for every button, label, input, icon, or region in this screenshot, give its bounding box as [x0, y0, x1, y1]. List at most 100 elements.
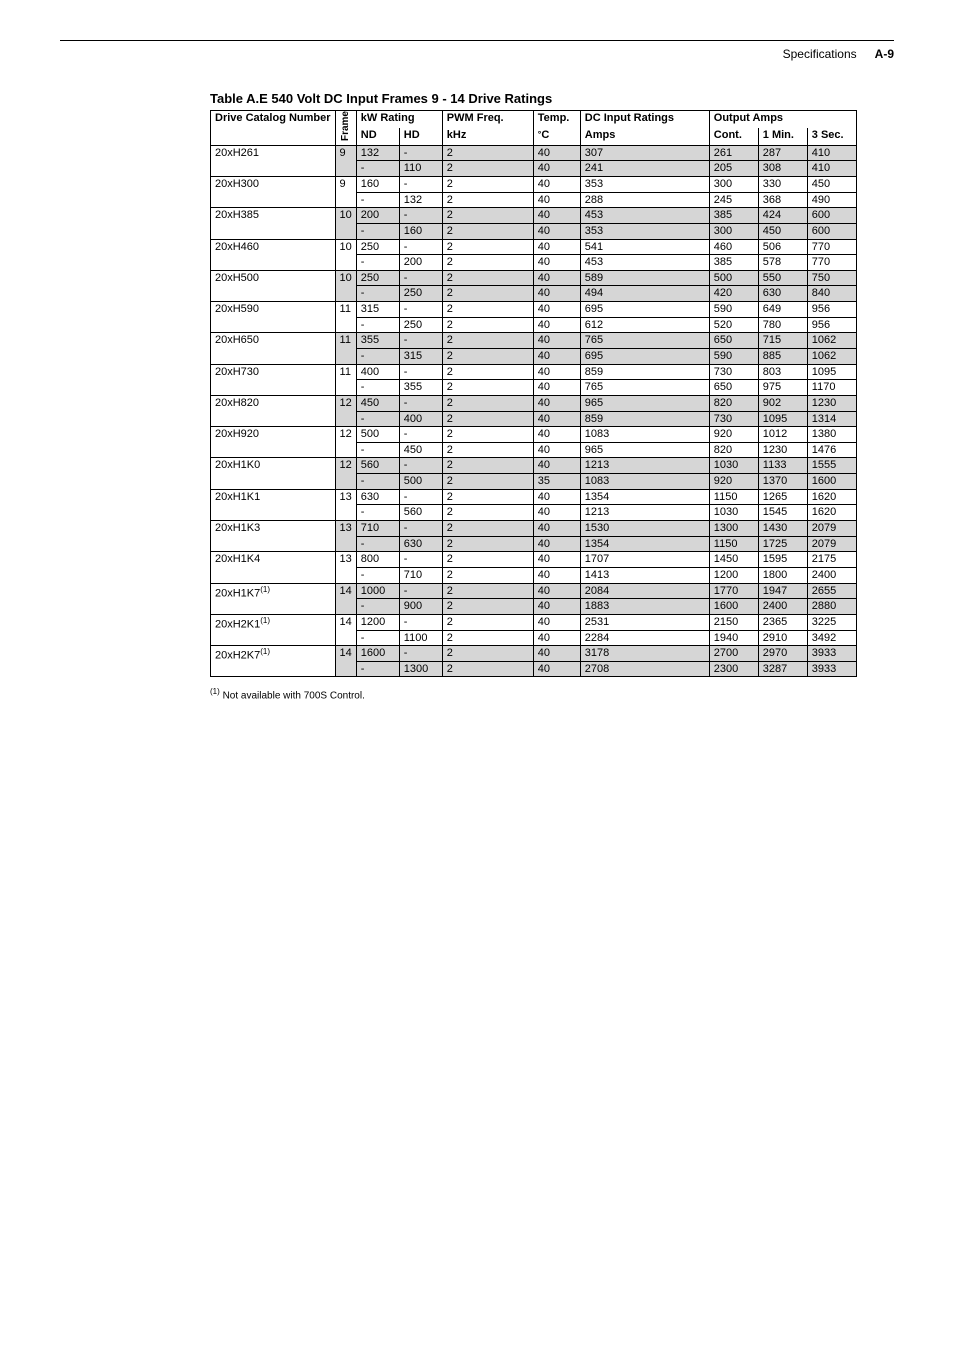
cell-amps: 2708 [580, 661, 709, 677]
cell-nd: - [356, 380, 399, 396]
cell-1min: 1545 [758, 505, 807, 521]
ratings-table: Drive Catalog Number Frame kW Rating PWM… [210, 110, 857, 677]
cell-catalog: 20xH300 [211, 176, 336, 207]
cell-frame: 14 [335, 614, 356, 645]
cell-nd: 132 [356, 145, 399, 161]
cell-amps: 695 [580, 302, 709, 318]
cell-frame: 13 [335, 489, 356, 520]
cell-1min: 450 [758, 223, 807, 239]
cell-cont: 730 [709, 364, 758, 380]
cell-3sec: 2880 [807, 599, 856, 615]
cell-khz: 2 [442, 348, 533, 364]
cell-amps: 241 [580, 161, 709, 177]
cell-1min: 1133 [758, 458, 807, 474]
cell-3sec: 1095 [807, 364, 856, 380]
cell-khz: 2 [442, 395, 533, 411]
cell-temp: 40 [533, 646, 580, 662]
cell-nd: 200 [356, 208, 399, 224]
cell-catalog: 20xH1K0 [211, 458, 336, 489]
cell-1min: 287 [758, 145, 807, 161]
table-row: 20xH1K012560-2401213103011331555 [211, 458, 857, 474]
table-row: 20xH82012450-2409658209021230 [211, 395, 857, 411]
cell-khz: 2 [442, 302, 533, 318]
cell-3sec: 750 [807, 270, 856, 286]
cell-hd: - [399, 302, 442, 318]
cell-hd: 110 [399, 161, 442, 177]
cell-khz: 2 [442, 442, 533, 458]
cell-1min: 368 [758, 192, 807, 208]
cell-frame: 11 [335, 333, 356, 364]
cell-catalog: 20xH730 [211, 364, 336, 395]
cell-1min: 1230 [758, 442, 807, 458]
cell-nd: - [356, 474, 399, 490]
cell-amps: 965 [580, 395, 709, 411]
cell-frame: 10 [335, 239, 356, 270]
cell-3sec: 1620 [807, 489, 856, 505]
cell-cont: 920 [709, 427, 758, 443]
cell-cont: 1770 [709, 583, 758, 599]
cell-nd: - [356, 661, 399, 677]
cell-cont: 300 [709, 223, 758, 239]
cell-amps: 965 [580, 442, 709, 458]
cell-temp: 40 [533, 192, 580, 208]
cell-catalog: 20xH650 [211, 333, 336, 364]
cell-frame: 10 [335, 208, 356, 239]
cell-3sec: 3933 [807, 661, 856, 677]
col-hd: HD [399, 128, 442, 145]
cell-amps: 1707 [580, 552, 709, 568]
cell-1min: 2910 [758, 630, 807, 646]
cell-3sec: 2079 [807, 536, 856, 552]
cell-khz: 2 [442, 176, 533, 192]
cell-1min: 578 [758, 255, 807, 271]
cell-hd: 710 [399, 567, 442, 583]
cell-1min: 715 [758, 333, 807, 349]
table-row: 20xH3009160-240353300330450 [211, 176, 857, 192]
table-row: 20xH59011315-240695590649956 [211, 302, 857, 318]
cell-1min: 424 [758, 208, 807, 224]
cell-hd: 315 [399, 348, 442, 364]
cell-hd: - [399, 552, 442, 568]
cell-catalog: 20xH261 [211, 145, 336, 176]
cell-cont: 1600 [709, 599, 758, 615]
cell-cont: 820 [709, 442, 758, 458]
cell-3sec: 2655 [807, 583, 856, 599]
cell-amps: 3178 [580, 646, 709, 662]
cell-hd: 355 [399, 380, 442, 396]
cell-hd: - [399, 427, 442, 443]
cell-cont: 820 [709, 395, 758, 411]
cell-1min: 2400 [758, 599, 807, 615]
cell-amps: 2284 [580, 630, 709, 646]
cell-3sec: 410 [807, 161, 856, 177]
cell-cont: 1150 [709, 536, 758, 552]
footnote-marker: (1) [210, 687, 220, 696]
cell-hd: 450 [399, 442, 442, 458]
cell-temp: 40 [533, 255, 580, 271]
cell-khz: 2 [442, 411, 533, 427]
cell-frame: 11 [335, 302, 356, 333]
cell-3sec: 3225 [807, 614, 856, 630]
cell-catalog: 20xH590 [211, 302, 336, 333]
cell-3sec: 840 [807, 286, 856, 302]
cell-cont: 261 [709, 145, 758, 161]
cell-hd: 250 [399, 317, 442, 333]
cell-cont: 300 [709, 176, 758, 192]
table-row: 20xH73011400-2408597308031095 [211, 364, 857, 380]
cell-1min: 1947 [758, 583, 807, 599]
col-pwm: PWM Freq. [442, 111, 533, 128]
cell-3sec: 1062 [807, 348, 856, 364]
cell-hd: 1100 [399, 630, 442, 646]
cell-cont: 920 [709, 474, 758, 490]
cell-nd: - [356, 286, 399, 302]
cell-1min: 1370 [758, 474, 807, 490]
cell-catalog: 20xH460 [211, 239, 336, 270]
cell-hd: - [399, 614, 442, 630]
cell-cont: 1150 [709, 489, 758, 505]
cell-khz: 2 [442, 521, 533, 537]
page: Specifications A-9 Table A.E 540 Volt DC… [0, 0, 954, 1350]
cell-temp: 40 [533, 286, 580, 302]
cell-1min: 1725 [758, 536, 807, 552]
cell-temp: 40 [533, 442, 580, 458]
cell-temp: 40 [533, 583, 580, 599]
cell-3sec: 2400 [807, 567, 856, 583]
table-row: 20xH2K1(1)141200-2402531215023653225 [211, 614, 857, 630]
